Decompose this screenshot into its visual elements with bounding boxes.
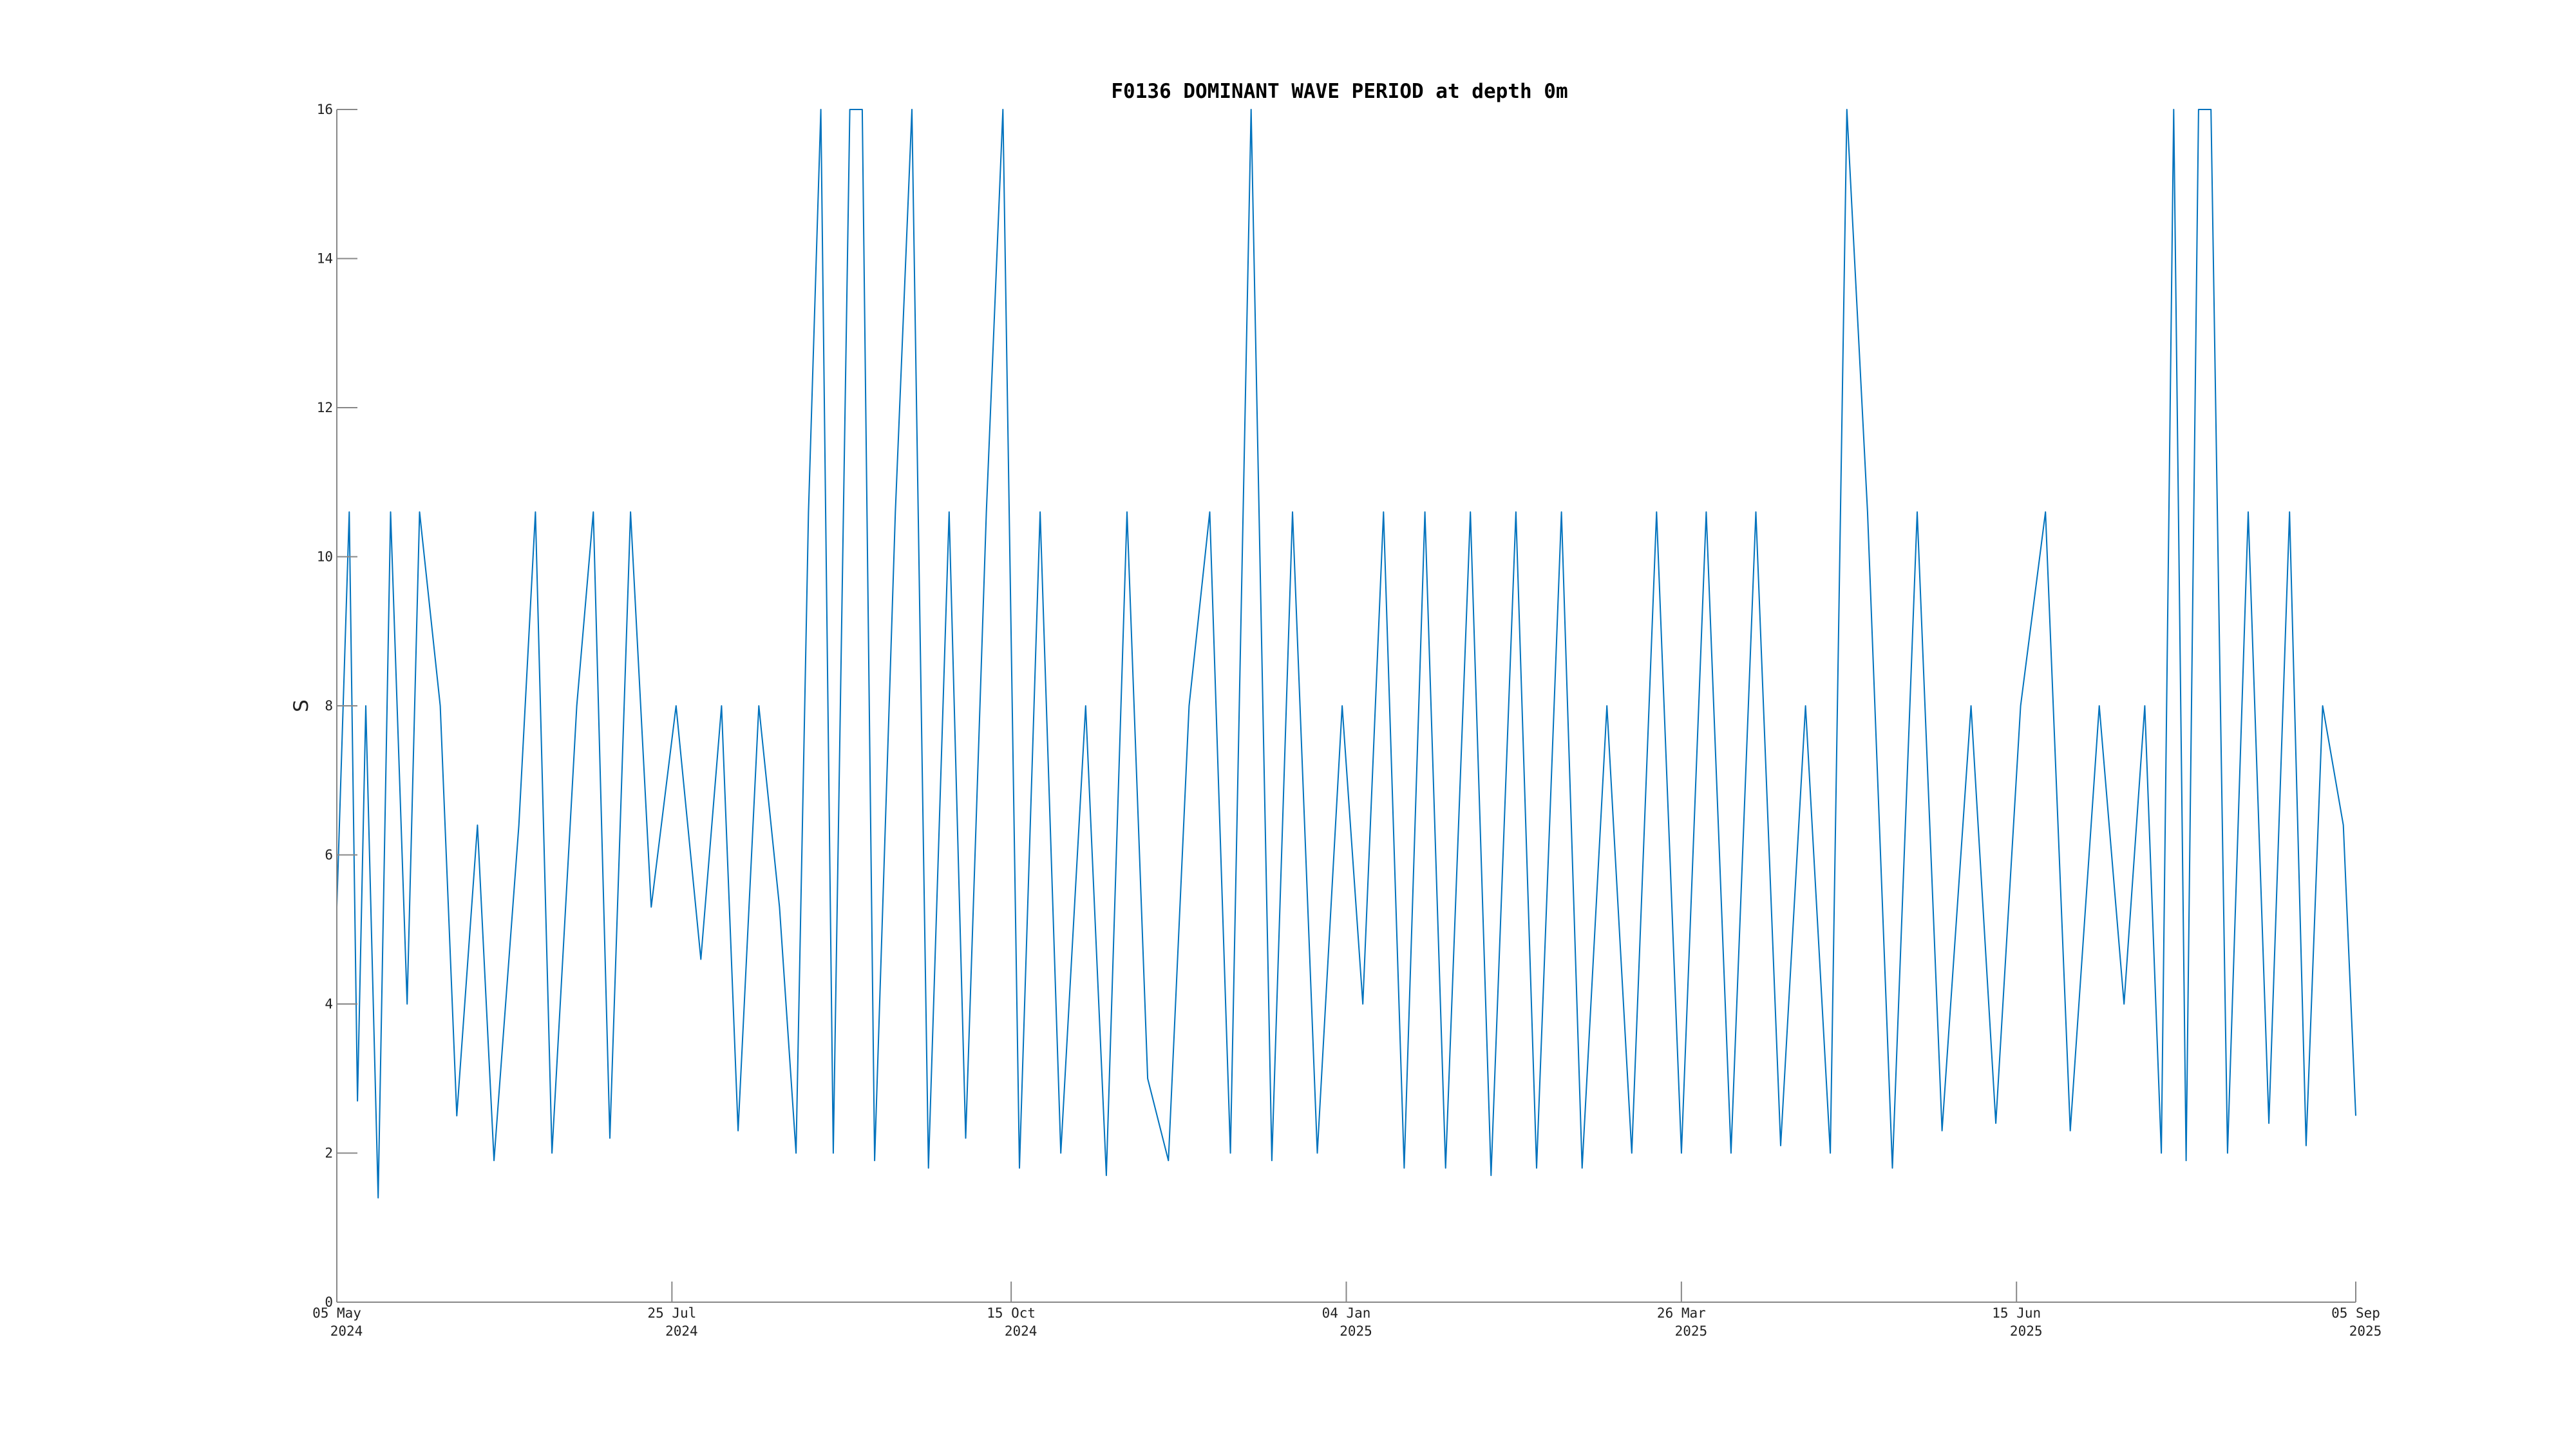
x-tick-label: 05 Sep [2331,1305,2380,1321]
plot-area [336,109,2356,1198]
y-tick-label: 0 [325,1294,333,1310]
x-tick-label-year: 2024 [665,1323,698,1339]
x-tick-label: 05 May [312,1305,361,1321]
y-tick-label: 10 [317,549,333,565]
x-tick-label-year: 2025 [1340,1323,1372,1339]
x-tick-label-year: 2025 [2010,1323,2043,1339]
y-tick-label: 4 [325,996,333,1012]
y-tick-label: 16 [317,102,333,117]
x-tick-label-year: 2024 [1005,1323,1037,1339]
x-tick-label: 25 Jul [647,1305,696,1321]
y-tick-label: 8 [325,698,333,714]
y-axis: 0 2 4 6 8 10 12 14 16 [317,102,357,1310]
x-tick-label-year: 2024 [330,1323,363,1339]
y-tick-label: 2 [325,1146,333,1161]
x-tick-label-year: 2025 [2349,1323,2382,1339]
x-tick-label: 15 Oct [987,1305,1036,1321]
y-axis-label: S [290,699,313,712]
x-tick-label: 15 Jun [1992,1305,2041,1321]
x-axis: 05 May 2024 25 Jul 2024 15 Oct 2024 04 Jan 2025… [312,1282,2382,1339]
x-tick-label-year: 2025 [1675,1323,1708,1339]
y-tick-label: 6 [325,848,333,863]
x-tick-label: 26 Mar [1657,1305,1706,1321]
chart-title: F0136 DOMINANT WAVE PERIOD at depth 0m [1111,80,1567,103]
series-line-1 [336,109,2356,1198]
y-tick-label: 14 [317,251,333,267]
y-tick-label: 12 [317,400,333,415]
x-tick-label: 04 Jan [1322,1305,1371,1321]
